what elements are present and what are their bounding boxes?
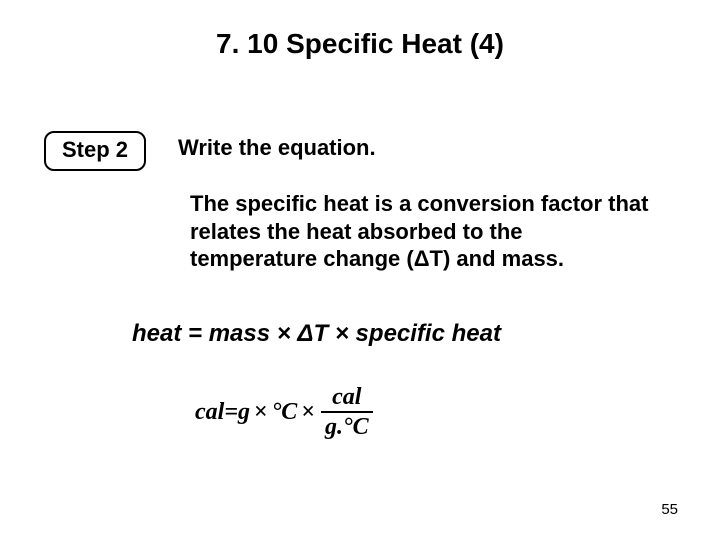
unit-lhs: cal <box>195 399 224 426</box>
fraction-denominator: g.°C <box>321 411 373 439</box>
unit-equation-row: cal = g × °C × cal g.°C <box>195 385 375 439</box>
unit-term-g: g <box>238 399 250 426</box>
unit-fraction: cal g.°C <box>321 385 373 439</box>
times-icon: × <box>301 399 315 426</box>
step-instruction: Write the equation. <box>178 135 376 161</box>
slide-title: 7. 10 Specific Heat (4) <box>0 28 720 60</box>
unit-term-degc: °C <box>272 399 298 426</box>
times-icon: × <box>254 399 268 426</box>
unit-eq-sign: = <box>224 399 238 426</box>
fraction-numerator: cal <box>328 385 365 411</box>
body-text: The specific heat is a conversion factor… <box>190 190 650 273</box>
step-badge: Step 2 <box>44 131 146 171</box>
unit-equation: cal = g × °C × cal g.°C <box>195 385 375 439</box>
slide: 7. 10 Specific Heat (4) Step 2 Write the… <box>0 0 720 540</box>
page-number: 55 <box>661 501 678 518</box>
heat-equation: heat = mass × ΔT × specific heat <box>132 320 501 348</box>
